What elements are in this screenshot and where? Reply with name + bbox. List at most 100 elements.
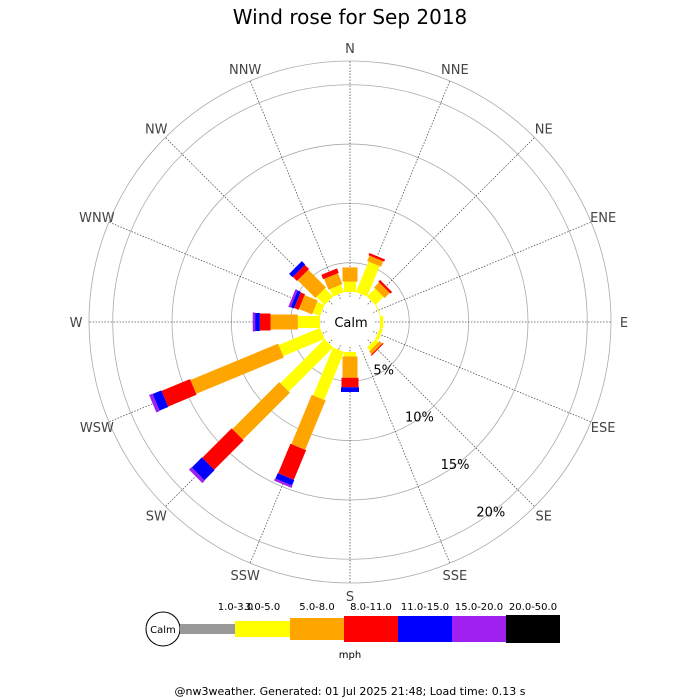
legend-label-4: 11.0-15.0 <box>401 602 449 613</box>
direction-label-wsw: WSW <box>80 421 114 436</box>
bar-segment-e-bin-1 <box>379 316 384 328</box>
bar-segment-se-bin-3 <box>370 342 384 356</box>
bar-segment-w-bin-3 <box>259 313 271 331</box>
bar-nne <box>355 252 386 297</box>
bar-e <box>379 316 384 328</box>
direction-label-s: S <box>346 590 354 605</box>
legend-swatch-1 <box>235 621 290 637</box>
direction-label-ssw: SSW <box>230 569 260 584</box>
bar-segment-sw-bin-5 <box>188 467 205 484</box>
legend-swatch-5 <box>452 616 506 642</box>
direction-label-e: E <box>620 316 628 331</box>
legend-label-2: 5.0-8.0 <box>299 602 334 613</box>
chart-title: Wind rose for Sep 2018 <box>233 5 468 29</box>
legend-label-0: 1.0-3.0 <box>218 602 253 613</box>
direction-label-ene: ENE <box>590 211 616 226</box>
bar-segment-w-bin-5 <box>252 312 256 332</box>
bar-ne <box>366 279 393 306</box>
legend-swatch-3 <box>344 616 398 642</box>
bar-segment-ene-bin-1 <box>375 304 381 317</box>
bar-segment-sw-bin-4 <box>191 457 215 481</box>
direction-label-se: SE <box>536 510 552 525</box>
direction-label-ese: ESE <box>591 421 616 436</box>
bar-ese <box>375 327 383 341</box>
footer-text: @nw3weather. Generated: 01 Jul 2025 21:4… <box>175 685 526 698</box>
bar-segment-ssw-bin-5 <box>274 478 293 488</box>
bar-segment-n-bin-2 <box>342 267 358 282</box>
bar-segment-nnw-bin-2 <box>324 273 343 290</box>
bar-segment-sw-bin-3 <box>202 428 244 470</box>
bar-segment-ne-bin-2 <box>374 282 390 298</box>
bar-se <box>366 338 384 356</box>
bar-segment-w-bin-4 <box>255 313 260 331</box>
bar-segment-wsw-bin-2 <box>190 343 284 394</box>
bar-segment-ese-bin-1 <box>375 327 383 341</box>
legend: Calm mph 1.0-3.03.0-5.0 5.0-8.0 8.0-11.0 11… <box>145 602 560 661</box>
spoke-nnw <box>249 80 341 300</box>
bar-segment-wnw-bin-1 <box>312 301 325 317</box>
bar-sw <box>188 338 334 484</box>
bar-segment-wnw-bin-5 <box>288 289 298 308</box>
bar-segment-n-bin-1 <box>344 281 356 292</box>
grid-circle <box>112 84 588 560</box>
bar-n <box>342 267 358 292</box>
bar-w <box>252 312 320 332</box>
direction-label-n: N <box>345 42 355 57</box>
legend-swatch-6 <box>506 615 560 643</box>
bar-segment-ne-bin-1 <box>366 288 384 306</box>
calm-center: Calm <box>325 297 375 347</box>
bar-segment-nne-bin-2 <box>367 255 384 267</box>
bar-segment-s-bin-1 <box>344 352 356 357</box>
legend-swatch-0 <box>180 624 235 634</box>
legend-calm-label: Calm <box>150 625 176 636</box>
grid-outer-circle <box>88 60 612 584</box>
bar-wsw <box>149 327 325 413</box>
bar-segment-s-bin-2 <box>342 356 358 378</box>
direction-label-nnw: NNW <box>229 63 261 78</box>
bar-nw <box>289 261 334 306</box>
bar-segment-nnw-bin-1 <box>329 284 345 297</box>
bar-segment-s-bin-3 <box>341 377 359 388</box>
bar-segment-wsw-bin-4 <box>152 390 169 411</box>
calm-label: Calm <box>334 316 367 331</box>
bar-segment-s-bin-4 <box>341 387 359 392</box>
bar-segment-ssw-bin-2 <box>291 394 326 450</box>
bar-segment-wsw-bin-1 <box>278 327 325 357</box>
bar-segment-wnw-bin-3 <box>294 292 306 310</box>
legend-swatch-4 <box>398 616 452 642</box>
legend-swatch-2 <box>290 618 344 640</box>
bar-segment-ne-bin-3 <box>378 279 393 294</box>
legend-unit: mph <box>339 650 361 661</box>
spoke-wnw <box>108 221 328 313</box>
bar-segment-nnw-bin-3 <box>321 268 339 280</box>
bar-segment-se-bin-1 <box>366 338 379 351</box>
bar-nnw <box>321 268 345 297</box>
bar-segment-nw-bin-2 <box>297 269 326 298</box>
radial-tick-label: 5% <box>373 363 394 378</box>
direction-label-nne: NNE <box>441 63 469 78</box>
radial-tick-labels: 5% 10% 15% 20% <box>373 363 505 520</box>
direction-label-wnw: WNW <box>79 211 115 226</box>
spoke-se <box>367 339 535 507</box>
bar-segment-sw-bin-2 <box>232 382 290 440</box>
bar-segment-ssw-bin-3 <box>278 443 307 480</box>
legend-label-6: 20.0-50.0 <box>509 602 557 613</box>
direction-labels: N NNE NE ENE E ESE SE SSE S SSW SW WSW W WNW NW NNW <box>70 42 629 605</box>
legend-label-1: 3.0-5.0 <box>245 602 280 613</box>
bar-segment-nw-bin-3 <box>292 264 310 282</box>
spoke-ne <box>367 137 535 305</box>
spoke-ese <box>372 331 592 423</box>
bar-segment-se-bin-2 <box>369 341 383 355</box>
bar-ssw <box>274 347 345 488</box>
radial-tick-label: 15% <box>441 458 470 473</box>
legend-label-3: 8.0-11.0 <box>350 602 392 613</box>
bar-segment-ssw-bin-4 <box>275 473 295 486</box>
direction-label-w: W <box>70 316 83 331</box>
bar-segment-wnw-bin-2 <box>298 295 318 315</box>
spoke-sse <box>359 344 451 564</box>
legend-label-5: 15.0-20.0 <box>455 602 503 613</box>
bar-s <box>341 352 359 392</box>
bar-ene <box>375 304 381 317</box>
radial-tick-label: 20% <box>476 505 505 520</box>
